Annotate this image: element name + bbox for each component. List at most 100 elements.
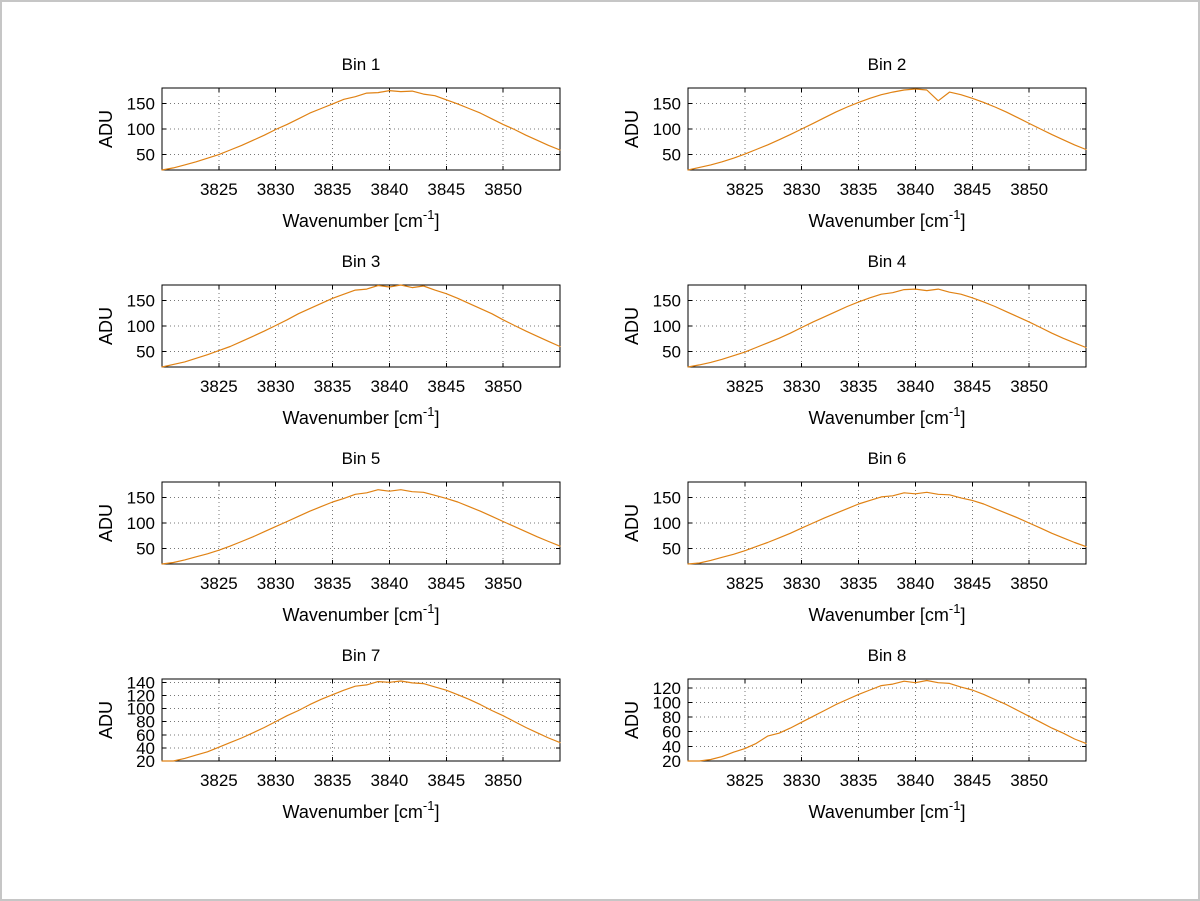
y-axis-label: ADU (622, 504, 642, 542)
spectrum-line (161, 284, 561, 368)
x-tick-label: 3845 (953, 574, 991, 593)
y-tick-label: 100 (653, 693, 681, 712)
x-tick-label: 3835 (314, 771, 352, 790)
chart-svg: Bin 2 3825 3830 3835 3840 3845 3850 50 100 150 ADU… (622, 55, 1087, 231)
x-tick-label: 3835 (840, 180, 878, 199)
x-tick-label: 3825 (200, 574, 238, 593)
x-tick-label: 3830 (257, 180, 295, 199)
x-axis-label: Wavenumber [cm-1] (809, 404, 966, 428)
y-axis-label: ADU (622, 701, 642, 739)
x-tick-label: 3840 (371, 574, 409, 593)
x-tick-label: 3840 (897, 180, 935, 199)
axis-box (161, 678, 561, 762)
subplot-bin-4: Bin 4 3825 3830 3835 3840 3845 3850 50 100 150 ADU… (600, 227, 1198, 428)
x-tick-label: 3830 (257, 377, 295, 396)
x-tick-label: 3840 (371, 377, 409, 396)
y-tick-label: 50 (136, 343, 155, 362)
x-axis-label: Wavenumber [cm-1] (283, 601, 440, 625)
x-axis-label: Wavenumber [cm-1] (283, 207, 440, 231)
subplot-bin-6: Bin 6 3825 3830 3835 3840 3845 3850 50 100 150 ADU… (600, 424, 1198, 625)
spectrum-line (687, 491, 1087, 565)
y-tick-label: 50 (662, 146, 681, 165)
y-tick-label: 50 (662, 540, 681, 559)
y-tick-label: 50 (136, 146, 155, 165)
y-tick-label: 60 (662, 723, 681, 742)
y-axis-label: ADU (622, 110, 642, 148)
x-tick-label: 3850 (484, 377, 522, 396)
chart-title: Bin 6 (868, 449, 907, 468)
spectrum-line (687, 288, 1087, 368)
subplot-bin-2: Bin 2 3825 3830 3835 3840 3845 3850 50 100 150 ADU… (600, 30, 1198, 231)
x-tick-label: 3850 (1010, 377, 1048, 396)
x-tick-label: 3830 (257, 771, 295, 790)
y-tick-label: 150 (127, 94, 155, 113)
y-tick-label: 20 (662, 752, 681, 771)
x-tick-label: 3825 (200, 377, 238, 396)
y-tick-label: 80 (136, 713, 155, 732)
x-tick-label: 3845 (427, 574, 465, 593)
x-tick-label: 3850 (484, 574, 522, 593)
spectrum-line (687, 679, 1087, 762)
chart-svg: Bin 6 3825 3830 3835 3840 3845 3850 50 100 150 ADU… (622, 449, 1087, 625)
x-tick-label: 3845 (427, 180, 465, 199)
y-tick-label: 150 (653, 291, 681, 310)
y-tick-label: 50 (136, 540, 155, 559)
subplot-bin-1: Bin 1 3825 3830 3835 3840 3845 3850 50 100 150 ADU… (2, 30, 600, 231)
x-tick-label: 3840 (897, 574, 935, 593)
subplot-bin-3: Bin 3 3825 3830 3835 3840 3845 3850 50 100 150 ADU… (2, 227, 600, 428)
x-tick-label: 3845 (953, 180, 991, 199)
axis-box (161, 87, 561, 171)
y-axis-label: ADU (96, 701, 116, 739)
x-tick-label: 3835 (314, 377, 352, 396)
x-tick-label: 3840 (897, 771, 935, 790)
y-tick-label: 120 (653, 679, 681, 698)
y-tick-label: 150 (653, 94, 681, 113)
chart-title: Bin 4 (868, 252, 907, 271)
x-tick-label: 3830 (783, 377, 821, 396)
chart-svg: Bin 5 3825 3830 3835 3840 3845 3850 50 100 150 ADU… (96, 449, 561, 625)
x-tick-label: 3840 (897, 377, 935, 396)
x-tick-label: 3850 (484, 180, 522, 199)
x-tick-label: 3825 (726, 771, 764, 790)
x-tick-label: 3825 (726, 377, 764, 396)
x-tick-label: 3830 (783, 771, 821, 790)
y-tick-label: 50 (662, 343, 681, 362)
x-axis-label: Wavenumber [cm-1] (809, 207, 966, 231)
x-tick-label: 3845 (953, 377, 991, 396)
x-tick-label: 3830 (783, 574, 821, 593)
axis-box (687, 481, 1087, 565)
x-tick-label: 3825 (200, 771, 238, 790)
y-tick-label: 150 (127, 291, 155, 310)
x-tick-label: 3850 (1010, 771, 1048, 790)
x-axis-label: Wavenumber [cm-1] (809, 601, 966, 625)
chart-svg: Bin 3 3825 3830 3835 3840 3845 3850 50 100 150 ADU… (96, 252, 561, 428)
subplot-bin-8: Bin 8 3825 3830 3835 3840 3845 3850 20 40 60 80 100… (600, 621, 1198, 822)
x-tick-label: 3835 (314, 180, 352, 199)
chart-svg: Bin 4 3825 3830 3835 3840 3845 3850 50 100 150 ADU… (622, 252, 1087, 428)
y-tick-label: 80 (662, 708, 681, 727)
y-tick-label: 150 (127, 488, 155, 507)
y-tick-label: 100 (127, 317, 155, 336)
x-tick-label: 3845 (427, 377, 465, 396)
y-tick-label: 40 (136, 739, 155, 758)
y-axis-label: ADU (622, 307, 642, 345)
chart-title: Bin 7 (342, 646, 381, 665)
chart-svg: Bin 8 3825 3830 3835 3840 3845 3850 20406080100… (622, 646, 1087, 822)
axis-box (687, 678, 1087, 762)
x-tick-label: 3850 (484, 771, 522, 790)
x-tick-label: 3825 (200, 180, 238, 199)
y-axis-label: ADU (96, 307, 116, 345)
y-tick-label: 40 (662, 737, 681, 756)
chart-title: Bin 1 (342, 55, 381, 74)
x-tick-label: 3840 (371, 180, 409, 199)
y-tick-label: 140 (127, 673, 155, 692)
y-tick-label: 20 (136, 752, 155, 771)
y-tick-label: 100 (653, 120, 681, 139)
chart-title: Bin 2 (868, 55, 907, 74)
x-tick-label: 3835 (840, 574, 878, 593)
y-axis-label: ADU (96, 504, 116, 542)
x-tick-label: 3825 (726, 574, 764, 593)
spectrum-line (161, 89, 561, 171)
x-tick-label: 3830 (783, 180, 821, 199)
x-tick-label: 3835 (314, 574, 352, 593)
